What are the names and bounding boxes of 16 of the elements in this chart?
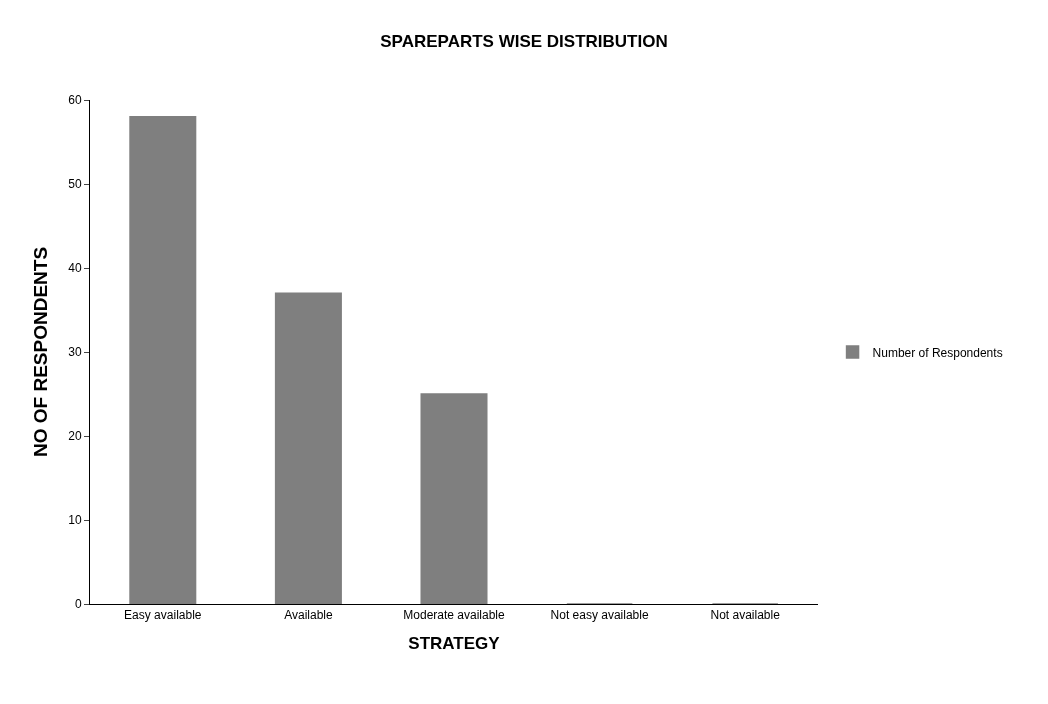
y-tick-label: 40 bbox=[68, 261, 82, 276]
x-tick-label: Moderate available bbox=[403, 608, 506, 623]
x-axis-title: STRATEGY bbox=[408, 633, 501, 653]
x-tick-label: Available bbox=[284, 608, 333, 623]
x-tick-label: Not easy available bbox=[550, 608, 649, 623]
y-tick-label: 20 bbox=[68, 429, 82, 444]
y-tick-label: 30 bbox=[68, 345, 82, 360]
x-tick-label: Easy available bbox=[124, 608, 202, 623]
y-tick-label: 50 bbox=[68, 177, 82, 192]
y-axis-title: NO OF RESPONDENTS bbox=[30, 246, 52, 458]
legend-label: Number of Respondents bbox=[872, 345, 1003, 360]
y-tick-label: 10 bbox=[68, 513, 82, 528]
chart-title: SPAREPARTS WISE DISTRIBUTION bbox=[380, 32, 668, 52]
y-tick-label: 0 bbox=[74, 597, 82, 612]
x-tick-label: Not available bbox=[710, 608, 781, 623]
y-tick-label: 60 bbox=[68, 93, 82, 108]
